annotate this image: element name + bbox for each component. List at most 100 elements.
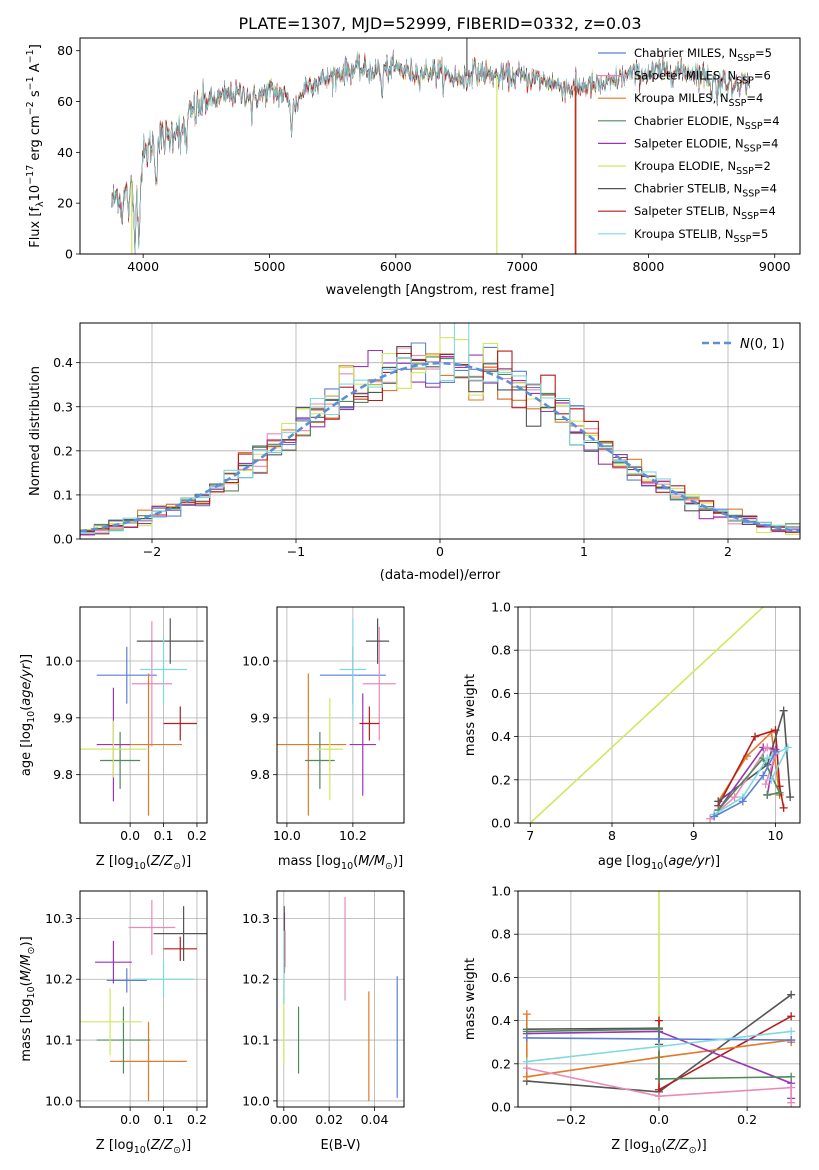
axes-frame [79, 890, 208, 1108]
y-tick-label: 10.2 [242, 972, 270, 987]
y-tick-label: 0.4 [491, 1013, 511, 1028]
errorbar-point [95, 940, 132, 984]
chart-mass_weight_vs_age: 7 8 9 10 0.0 0.2 0.4 0.6 0.8 1.0 age [log10(age/yr… [463, 600, 801, 872]
y-tick-label: 10.1 [45, 1033, 73, 1048]
x-tick-label: 5000 [254, 259, 286, 274]
series-line [717, 756, 781, 811]
errorbar-point [359, 706, 380, 741]
axes-frame [276, 890, 405, 1108]
series-marker [710, 812, 719, 821]
series-marker [767, 775, 776, 784]
mass-weight-series [655, 1012, 796, 1094]
x-tick-label: 6000 [380, 259, 412, 274]
legend-label: Chabrier STELIB, NSSP=4 [634, 182, 777, 200]
x-tick-label: 0.00 [270, 1112, 298, 1127]
x-tick-label: 0.1 [154, 828, 174, 843]
series-marker [522, 1057, 531, 1066]
errorbar-point [277, 673, 347, 816]
axes-frame [79, 606, 208, 824]
mass-weight-series [522, 1033, 796, 1045]
x-tick-label: 10 [768, 828, 784, 843]
mass-weight-series [522, 1064, 796, 1107]
errorbar-point [100, 732, 141, 789]
series-marker [787, 1036, 796, 1045]
y-tick-label: 9.9 [250, 710, 270, 725]
series-marker [706, 814, 715, 823]
y-axis-label: mass weight [463, 958, 478, 1040]
series-marker [522, 1033, 531, 1042]
y-tick-label: 0.6 [491, 970, 511, 985]
errorbar-point [106, 968, 147, 993]
chart-residuals: −2 −1 0 1 2 0.0 0.1 0.2 0.3 0.4 N(0, 1) (data-model… [28, 322, 801, 583]
series-marker [787, 1072, 796, 1081]
x-axis-label: Z [log10(Z/Z⊙)] [611, 1138, 706, 1156]
legend-label: Salpeter ELODIE, NSSP=4 [634, 136, 778, 154]
x-tick-label: 1 [580, 544, 588, 559]
plot-area [80, 323, 800, 536]
y-tick-label: 0.8 [491, 927, 511, 942]
errorbar-point [362, 626, 396, 741]
plot-area [111, 38, 750, 254]
x-axis-label: mass [log10(M/M⊙)] [278, 854, 403, 872]
x-tick-label: 8 [608, 828, 616, 843]
errorbar-point [133, 960, 194, 998]
series-marker [787, 1098, 796, 1107]
y-tick-label: 0.4 [491, 729, 511, 744]
legend-label: Kroupa MILES, NSSP=4 [634, 91, 763, 109]
series-line [529, 607, 764, 823]
grid [80, 891, 207, 1107]
spectrum-line [111, 53, 750, 254]
series-marker [763, 743, 772, 752]
x-tick-label: 0.2 [187, 1112, 207, 1127]
errorbar-point [153, 906, 207, 961]
y-tick-label: 80 [57, 43, 73, 58]
x-tick-label: −2 [143, 544, 161, 559]
series-line [526, 1028, 792, 1080]
plot-area [277, 618, 396, 816]
y-axis-label: age [log10(age/yr)] [19, 654, 37, 776]
errorbar-point [131, 621, 172, 747]
gaussian-curve [80, 361, 800, 533]
mass-weight-series [706, 743, 780, 823]
x-axis-label: Z [log10(Z/Z⊙)] [96, 1138, 191, 1156]
series-marker [787, 1027, 796, 1036]
x-tick-label: 0.2 [187, 828, 207, 843]
x-tick-label: 0.0 [120, 828, 140, 843]
spectrum-line [111, 54, 750, 254]
x-tick-label: 10.0 [273, 828, 301, 843]
legend: Chabrier MILES, NSSP=5 Salpeter MILES, NS… [598, 46, 780, 245]
x-tick-label: 7000 [506, 259, 538, 274]
errorbar-point [339, 618, 367, 721]
x-tick-label: 0.04 [361, 1112, 389, 1127]
y-tick-label: 0.0 [491, 816, 511, 831]
series-marker [787, 990, 796, 999]
series-line [526, 1067, 792, 1103]
series-marker [730, 793, 739, 802]
series-marker [714, 797, 723, 806]
x-tick-label: 0.0 [649, 1112, 669, 1127]
errorbar-point [96, 646, 157, 704]
axes-frame [517, 890, 801, 1108]
x-tick-label: −0.2 [556, 1112, 586, 1127]
errorbar-point [136, 618, 204, 664]
plot-area [529, 607, 795, 823]
y-tick-label: 0.6 [491, 686, 511, 701]
y-tick-label: 0.0 [491, 1100, 511, 1115]
grid [277, 891, 404, 1107]
figure-title: PLATE=1307, MJD=52999, FIBERID=0332, z=0… [238, 14, 641, 33]
x-tick-label: 0.02 [315, 1112, 343, 1127]
x-axis-label: age [log10(age/yr)] [598, 854, 720, 872]
y-tick-label: 9.9 [53, 710, 73, 725]
histogram-series [80, 350, 800, 535]
y-tick-label: 10.0 [242, 654, 270, 669]
y-tick-label: 9.8 [53, 767, 73, 782]
errorbar-point [316, 697, 343, 801]
x-axis-label: Z [log10(Z/Z⊙)] [96, 854, 191, 872]
series-marker [522, 1072, 531, 1081]
chart-mass_vs_Z: 0.0 0.1 0.2 10.0 10.1 10.2 10.3 Z [log10(Z/Z⊙)]… [19, 890, 208, 1156]
x-tick-label: 0.0 [120, 1112, 140, 1127]
y-tick-label: 10.2 [45, 972, 73, 987]
x-tick-label: 9 [690, 828, 698, 843]
spectrum-line [111, 52, 750, 254]
